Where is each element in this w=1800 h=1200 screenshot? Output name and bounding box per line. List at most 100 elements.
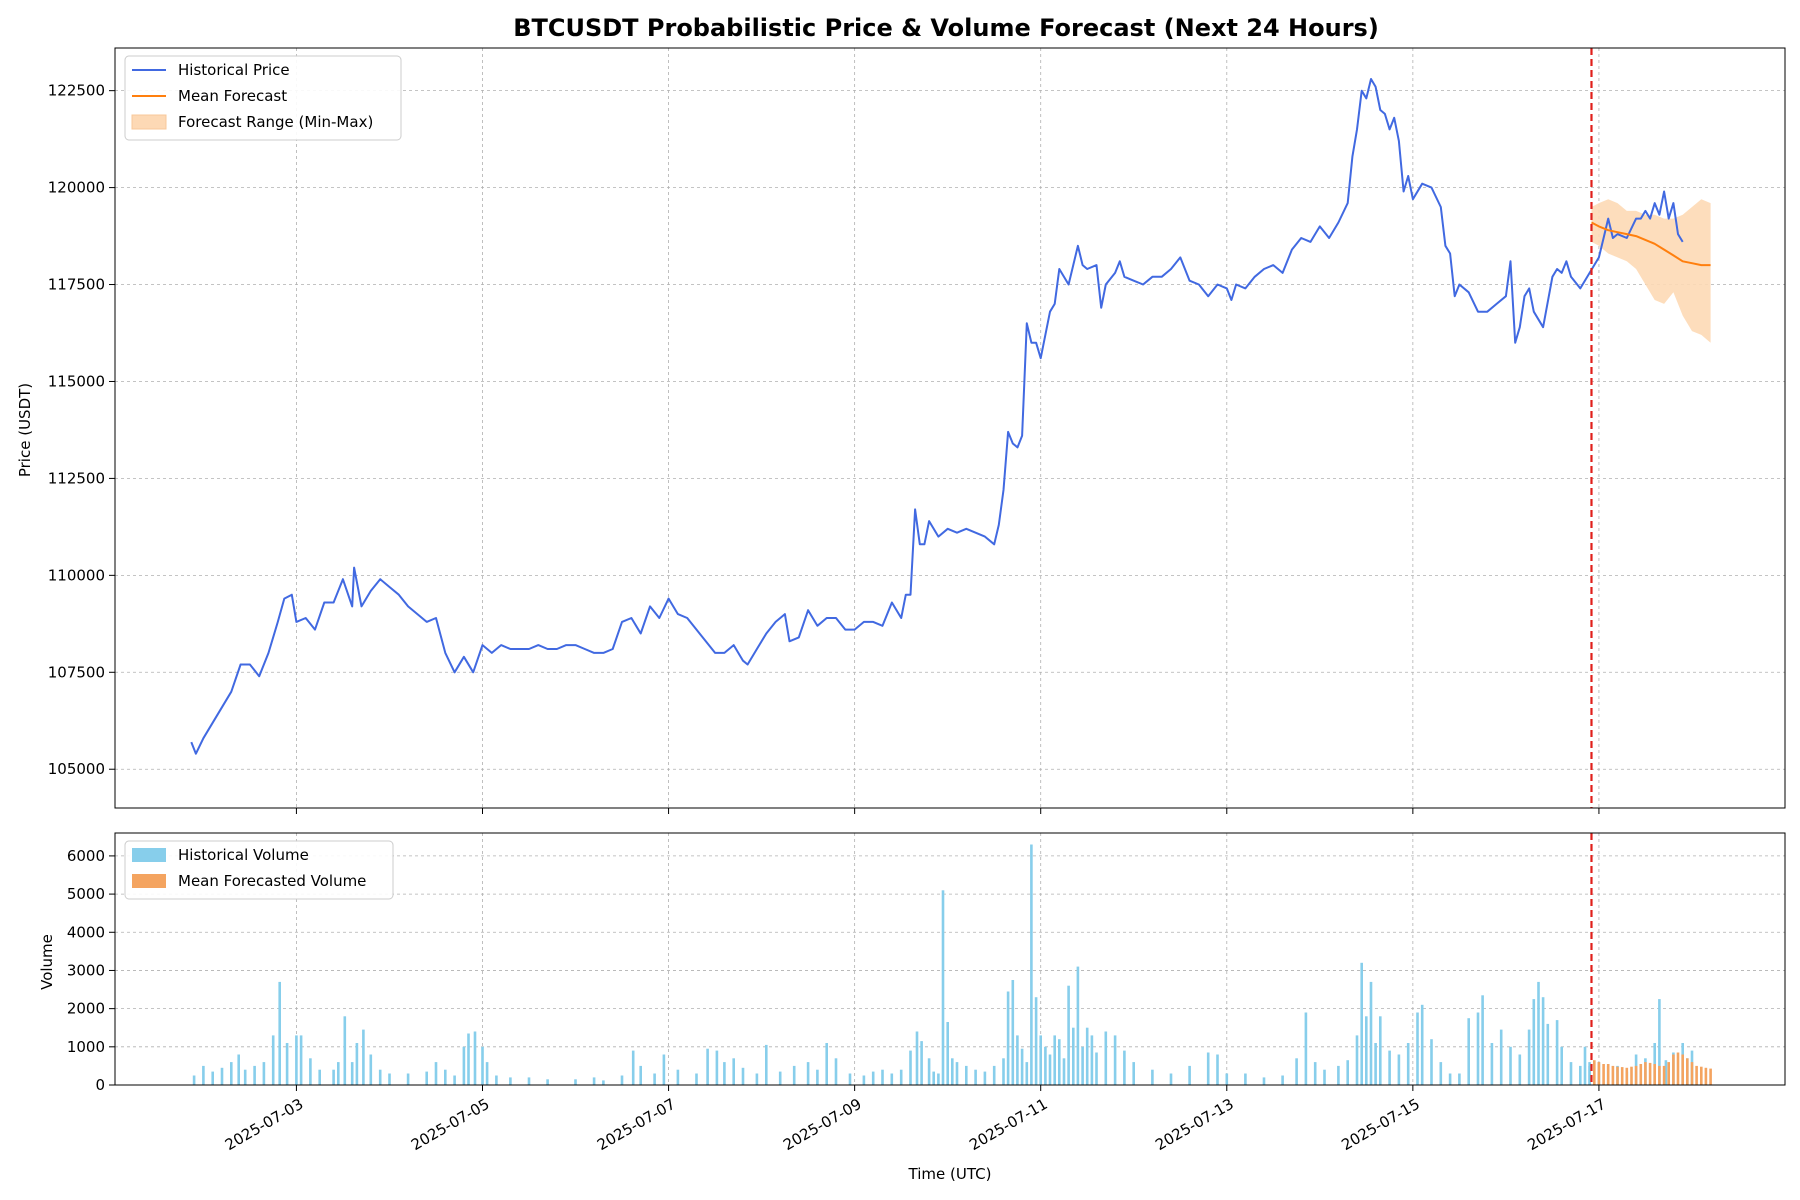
chart-title: BTCUSDT Probabilistic Price & Volume For… <box>513 14 1379 42</box>
historical-volume-bar <box>1058 1039 1061 1085</box>
price-plot-area <box>115 48 1785 808</box>
historical-volume-bar <box>941 890 945 1085</box>
historical-volume-bar <box>1132 1062 1135 1085</box>
historical-volume-bar <box>1588 1062 1591 1085</box>
historical-volume-bar <box>816 1069 819 1085</box>
forecast-volume-bar <box>1667 1062 1670 1085</box>
forecast-volume-bar <box>1686 1058 1689 1085</box>
historical-volume-bar <box>1006 991 1010 1085</box>
historical-volume-bar <box>1262 1077 1266 1085</box>
volume-y-tick-label: 5000 <box>67 885 105 903</box>
legend-historical-volume-label: Historical Volume <box>178 846 309 864</box>
historical-volume-bar <box>202 1065 205 1085</box>
historical-volume-bar <box>1481 995 1484 1085</box>
price-plot-frame <box>114 47 1786 809</box>
historical-volume-bar <box>1085 1027 1089 1085</box>
historical-volume-bar <box>899 1069 903 1085</box>
historical-volume-bar <box>695 1073 698 1085</box>
historical-volume-bar <box>271 1035 275 1085</box>
forecast-volume-bar <box>1644 1062 1647 1085</box>
historical-volume-bar <box>862 1075 866 1085</box>
historical-volume-bar <box>467 1033 470 1085</box>
historical-volume-bar <box>639 1065 642 1085</box>
historical-volume-bar <box>473 1031 477 1085</box>
forecast-volume-bar <box>1681 1054 1684 1085</box>
price-y-tick-label: 120000 <box>48 179 105 197</box>
x-tick-label: 2025-07-03 <box>222 1095 307 1154</box>
historical-volume-bar <box>1034 997 1038 1085</box>
historical-volume-bar <box>1113 1035 1117 1085</box>
historical-volume-bar <box>1072 1027 1075 1085</box>
forecast-volume-bar <box>1676 1052 1680 1085</box>
historical-volume-bar <box>946 1022 949 1085</box>
x-axis-label: Time (UTC) <box>908 1165 992 1183</box>
price-y-tick-label: 107500 <box>48 663 105 681</box>
historical-volume-bar <box>1081 1046 1084 1085</box>
historical-volume-bar <box>592 1077 596 1085</box>
historical-volume-bar <box>1658 999 1661 1085</box>
historical-volume-bar <box>1313 1062 1317 1085</box>
historical-volume-bar <box>309 1058 312 1085</box>
historical-volume-bar <box>574 1079 577 1085</box>
historical-volume-bar <box>741 1067 745 1085</box>
historical-volume-bar <box>765 1044 768 1085</box>
historical-volume-bar <box>1439 1062 1443 1085</box>
price-y-tick-label: 112500 <box>48 469 105 487</box>
historical-volume-bar <box>285 1043 289 1085</box>
historical-volume-bar <box>1323 1069 1326 1085</box>
forecast-volume-bar <box>1593 1060 1596 1085</box>
historical-volume-bar <box>253 1065 256 1085</box>
price-y-tick-label: 105000 <box>48 760 105 778</box>
historical-volume-bar <box>1002 1058 1005 1085</box>
forecast-volume-bar <box>1648 1062 1652 1085</box>
historical-volume-bar <box>723 1062 726 1085</box>
historical-volume-bar <box>602 1080 605 1085</box>
historical-volume-bar <box>237 1054 240 1085</box>
historical-volume-bar <box>620 1075 624 1085</box>
legend-forecast-volume-swatch <box>132 874 166 888</box>
volume-y-tick-label: 2000 <box>67 1000 105 1018</box>
historical-volume-bar <box>1532 999 1536 1085</box>
historical-volume-bar <box>955 1062 959 1085</box>
historical-volume-bar <box>1011 980 1015 1085</box>
historical-volume-bar <box>1664 1060 1668 1085</box>
historical-volume-bar <box>755 1073 759 1085</box>
historical-volume-bar <box>1067 985 1070 1085</box>
historical-volume-bar <box>1090 1035 1094 1085</box>
x-tick-label: 2025-07-05 <box>408 1095 493 1154</box>
historical-volume-bar <box>527 1077 531 1085</box>
volume-plot-frame <box>114 832 1786 1086</box>
historical-volume-bar <box>495 1075 498 1085</box>
historical-volume-bar <box>965 1065 968 1085</box>
historical-volume-bar <box>318 1069 321 1085</box>
historical-volume-bar <box>1458 1073 1461 1085</box>
forecast-volume-bar <box>1662 1065 1666 1085</box>
forecast-volume-bar <box>1695 1065 1698 1085</box>
historical-volume-bar <box>1388 1050 1391 1085</box>
historical-volume-bar <box>974 1069 977 1085</box>
historical-volume-bar <box>1304 1012 1308 1085</box>
historical-volume-bar <box>1095 1052 1098 1085</box>
historical-volume-bar <box>932 1071 935 1085</box>
historical-volume-bar <box>915 1031 919 1085</box>
historical-volume-bar <box>848 1073 852 1085</box>
historical-volume-bar <box>1053 1035 1056 1085</box>
forecast-volume-bar <box>1704 1067 1708 1085</box>
forecast-volume-bar <box>1606 1064 1610 1085</box>
forecast-volume-bar <box>1658 1065 1661 1085</box>
historical-volume-bar <box>434 1062 438 1085</box>
historical-volume-bar <box>1346 1060 1349 1085</box>
historical-volume-bar <box>1076 966 1080 1085</box>
historical-volume-bar <box>653 1073 656 1085</box>
historical-volume-bar <box>406 1073 410 1085</box>
historical-volume-bar <box>1583 1046 1587 1085</box>
historical-volume-bar <box>278 981 281 1085</box>
legend-historical-volume-swatch <box>132 848 166 862</box>
historical-volume-bar <box>1020 1048 1024 1085</box>
forecast-volume-bar <box>1653 1064 1656 1085</box>
historical-volume-bar <box>362 1029 365 1085</box>
price-legend-box <box>124 55 402 141</box>
x-tick-label: 2025-07-15 <box>1338 1095 1423 1154</box>
forecast-volume-bar <box>1709 1068 1712 1085</box>
historical-volume-bar <box>676 1069 680 1085</box>
